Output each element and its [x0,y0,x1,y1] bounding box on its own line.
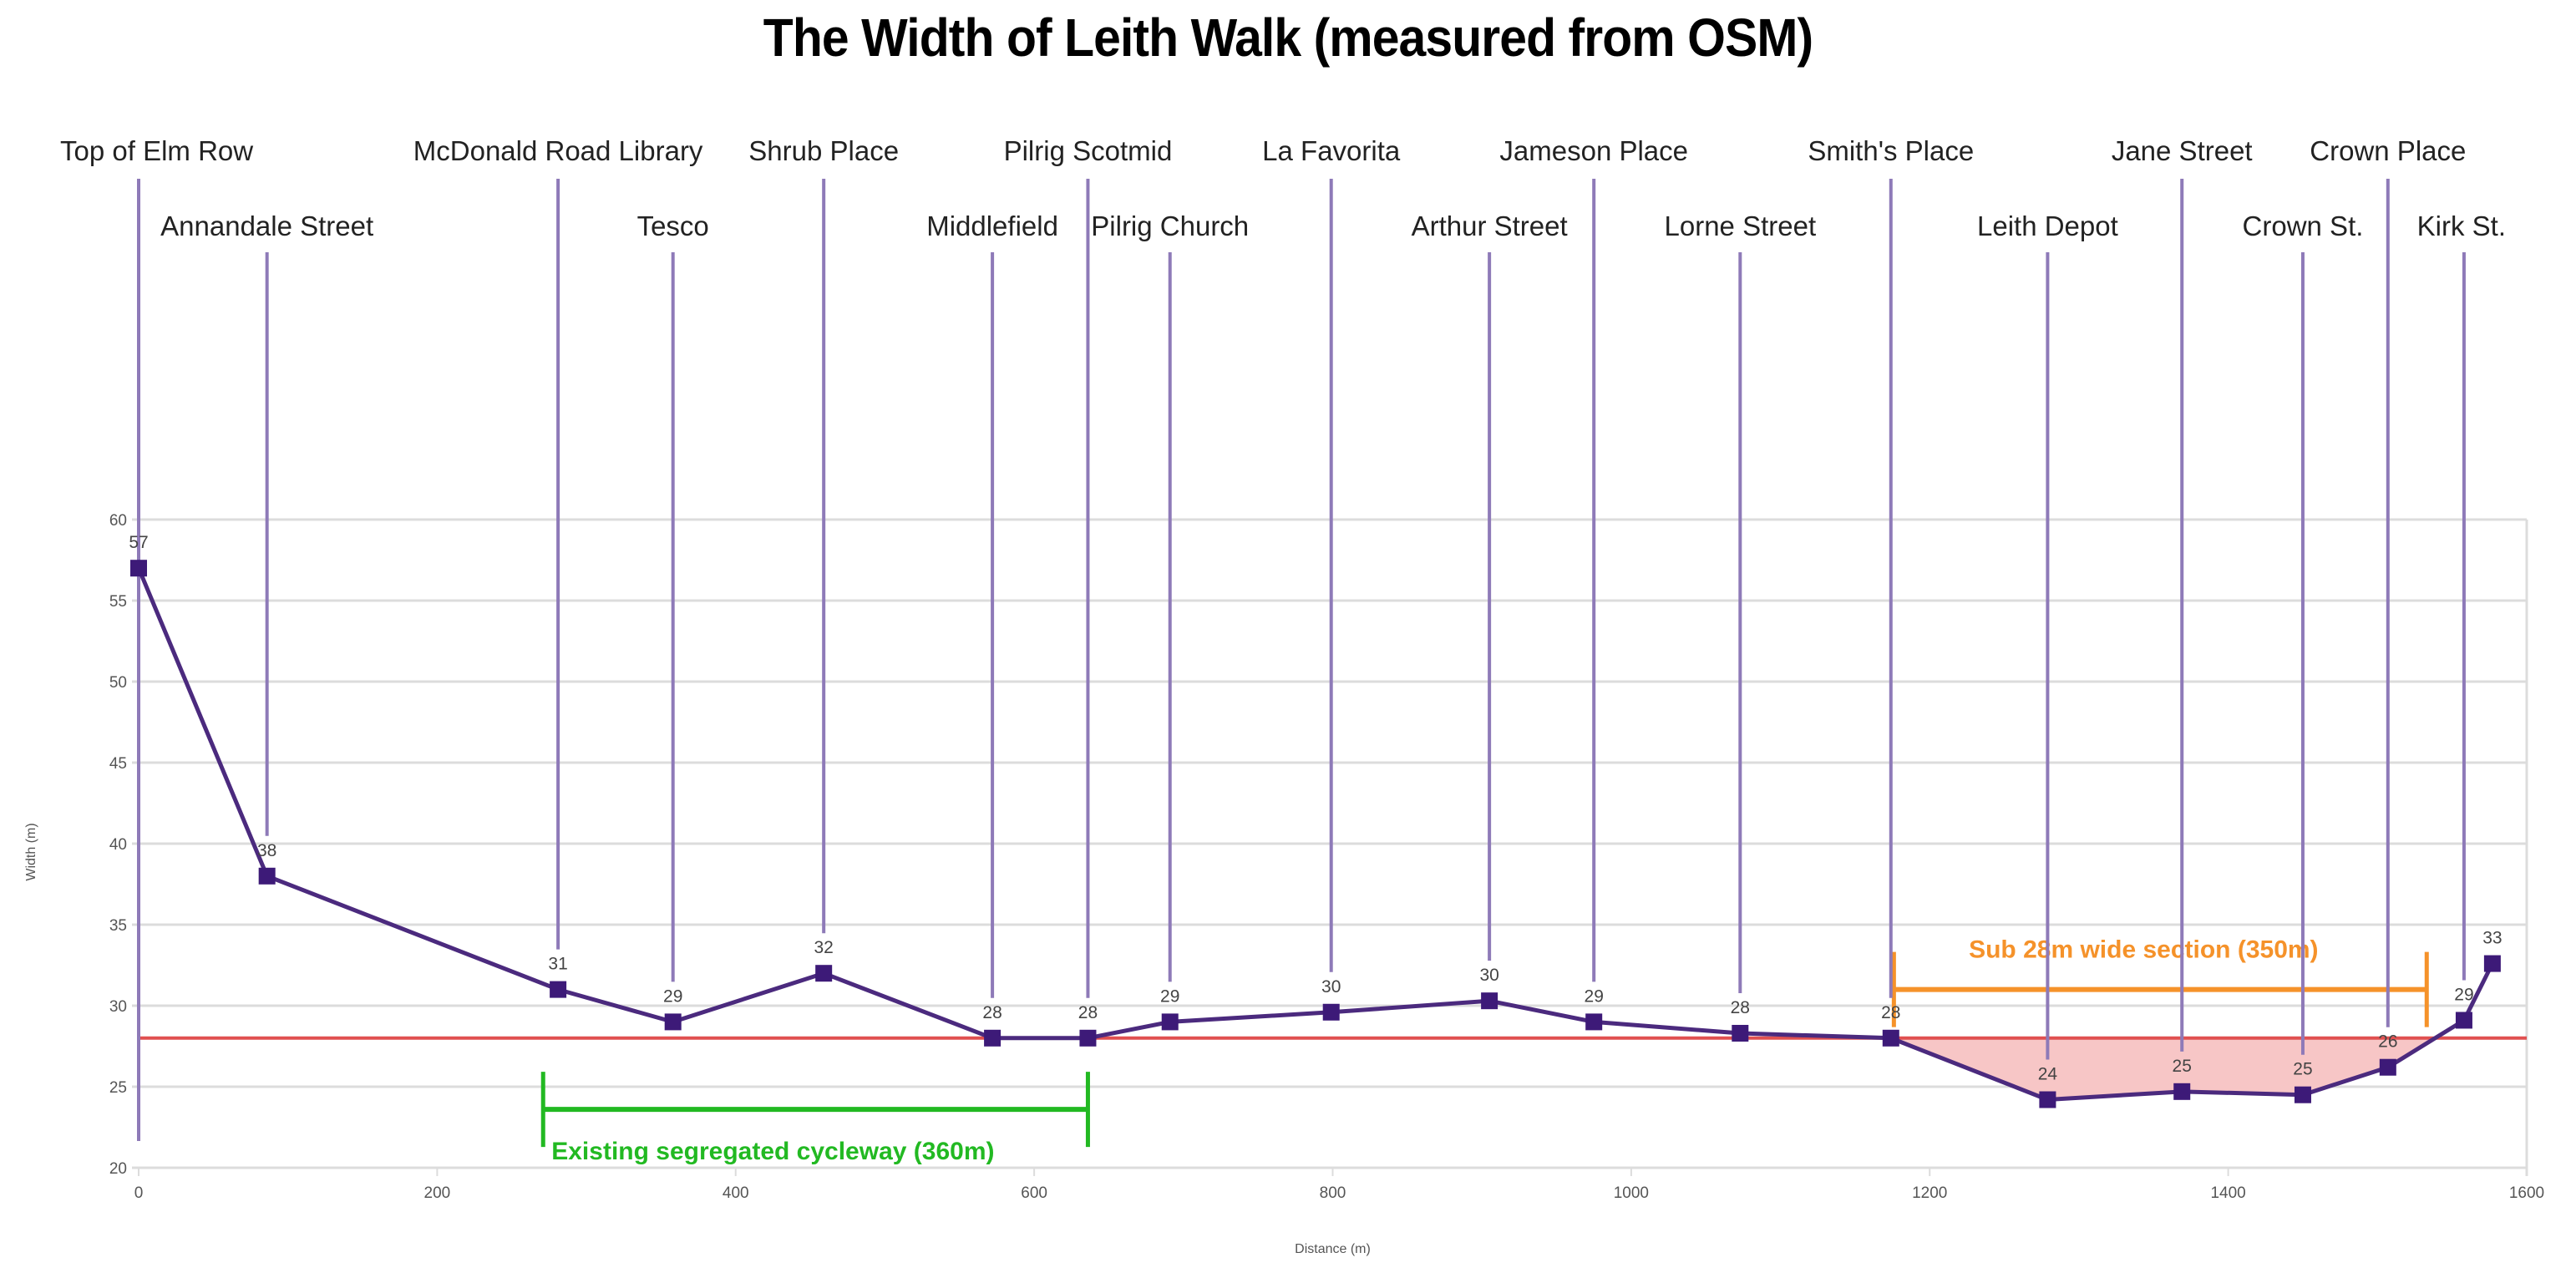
below-threshold-fill-layer [1890,1037,2436,1100]
y-tick-label: 45 [109,755,127,773]
x-tick-label: 1200 [1912,1184,1947,1202]
data-point-marker [1585,1013,1603,1031]
place-label: Tesco [637,210,709,241]
place-label: Jameson Place [1499,135,1688,166]
y-tick-label: 25 [109,1079,127,1097]
x-axis-title: Distance (m) [1295,1242,1371,1256]
data-point-marker [2483,955,2501,972]
data-point-marker [130,560,147,577]
data-point-marker [1732,1024,1749,1042]
data-point-marker [1322,1003,1340,1021]
data-point-marker [2455,1012,2472,1029]
place-label: Arthur Street [1412,210,1568,241]
data-point-marker [1481,992,1498,1010]
x-tick-label: 1000 [1614,1184,1649,1202]
place-label: Shrub Place [748,135,899,166]
place-label: Pilrig Scotmid [1004,135,1173,166]
data-point-label: 32 [814,938,833,957]
place-label: Lorne Street [1665,210,1817,241]
data-point-marker [664,1013,682,1031]
bracket-label: Existing segregated cycleway (360m) [551,1138,994,1165]
place-label: McDonald Road Library [413,135,703,166]
below-threshold-area [1890,1037,2436,1100]
bracket-layer: Existing segregated cycleway (360m) Sub 2… [540,936,2429,1165]
series-layer: 57 38 31 29 32 28 28 29 30 30 29 28 28 24 25 25 26 29 33 [129,533,2502,1108]
data-point-label: 28 [982,1003,1001,1022]
data-point-marker [550,981,567,998]
place-label: Top of Elm Row [60,135,253,166]
data-point-marker [1079,1029,1097,1047]
place-label: Crown Place [2310,135,2466,166]
data-point-label: 29 [2454,985,2473,1004]
data-point-marker [2173,1083,2191,1100]
place-label: Annandale Street [160,210,373,241]
place-marker-layer: Top of Elm Row Annandale Street McDonald R… [60,135,2506,1141]
data-point-label: 28 [1881,1003,1900,1022]
x-tick-label: 1600 [2509,1184,2544,1202]
data-point-marker [1161,1013,1179,1031]
place-label: Pilrig Church [1091,210,1249,241]
data-point-marker [2379,1058,2396,1076]
data-point-label: 28 [1078,1003,1098,1022]
data-point-label: 30 [1479,966,1498,985]
data-point-label: 30 [1321,977,1341,997]
place-label: Crown St. [2243,210,2364,241]
x-tick-label: 200 [424,1184,451,1202]
x-tick-label: 400 [723,1184,749,1202]
x-tick-label: 1400 [2210,1184,2245,1202]
chart-title: The Width of Leith Walk (measured from O… [763,8,1813,68]
data-point-marker [1882,1029,1899,1047]
y-axis-title: Width (m) [24,823,38,880]
data-point-marker [984,1029,1001,1047]
place-label: Middlefield [926,210,1058,241]
place-label: Jane Street [2112,135,2253,166]
data-point-label: 25 [2293,1060,2312,1079]
place-label: La Favorita [1262,135,1401,166]
data-point-label: 24 [2038,1065,2058,1084]
x-tick-label: 800 [1320,1184,1346,1202]
data-point-marker [815,965,833,982]
x-tick-label: 600 [1021,1184,1047,1202]
data-point-marker [258,867,276,885]
bracket-existing-cycleway: Existing segregated cycleway (360m) [540,1072,1090,1165]
data-point-label: 33 [2482,929,2502,948]
data-point-label: 25 [2173,1057,2192,1076]
place-label: Leith Depot [1977,210,2118,241]
y-tick-label: 60 [109,512,127,530]
data-point-label: 26 [2378,1032,2397,1052]
y-tick-label: 50 [109,674,127,692]
place-label: Kirk St. [2417,210,2506,241]
data-point-label: 29 [663,986,682,1006]
y-tick-label: 30 [109,998,127,1016]
data-point-label: 28 [1731,998,1750,1017]
y-tick-label: 55 [109,593,127,611]
data-point-label: 38 [257,841,276,860]
data-point-marker [2294,1086,2311,1103]
series-line-width [136,567,2495,1103]
x-tick-label: 0 [134,1184,144,1202]
data-point-label: 31 [548,955,567,974]
y-tick-label: 40 [109,836,127,854]
y-tick-label: 35 [109,917,127,935]
data-point-marker [2039,1091,2056,1108]
data-point-label: 57 [129,533,148,552]
data-point-label: 29 [1585,986,1604,1006]
data-point-label: 29 [1160,986,1179,1006]
bracket-label: Sub 28m wide section (350m) [1969,936,2318,964]
place-label: Smith's Place [1808,135,1974,166]
y-tick-label: 20 [109,1160,127,1178]
bracket-sub-28m-section: Sub 28m wide section (350m) [1891,936,2429,1027]
